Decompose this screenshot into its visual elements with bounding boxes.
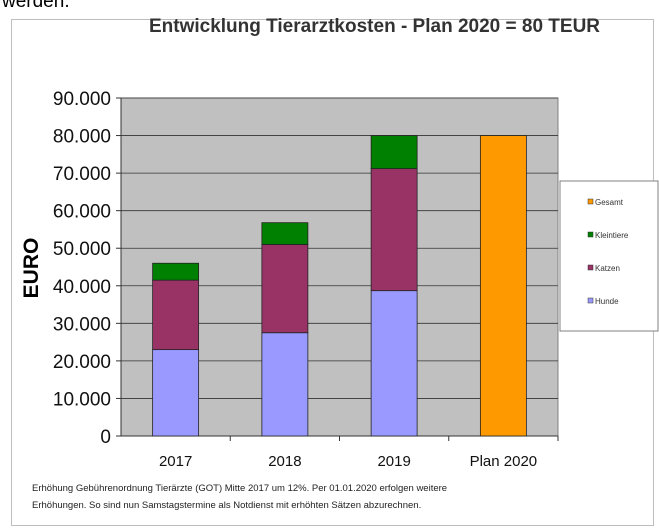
y-tick-label: 10.000 — [53, 389, 111, 410]
bar-segment-kleintiere — [152, 262, 200, 281]
preceding-text-fragment: werden. — [2, 0, 70, 12]
bar-segment-katzen — [261, 244, 309, 334]
x-tick-label: Plan 2020 — [470, 453, 538, 470]
bar-segment-kleintiere — [261, 222, 309, 245]
legend-swatch — [587, 264, 594, 271]
y-tick-label: 90.000 — [53, 89, 111, 110]
chart-footnote: Erhöhung Gebührenordnung Tierärzte (GOT)… — [32, 480, 622, 514]
bar-segment-hunde — [261, 332, 309, 437]
y-tick-label: 80.000 — [53, 127, 111, 148]
x-tick-label: 2018 — [268, 453, 301, 470]
bar-segment-hunde — [370, 290, 418, 437]
y-tick-label: 20.000 — [53, 352, 111, 373]
y-tick-label: 0 — [100, 427, 111, 448]
legend-swatch — [587, 297, 594, 304]
bar-segment-gesamt — [479, 135, 527, 437]
y-tick-label: 30.000 — [53, 314, 111, 335]
bar-segment-katzen — [370, 168, 418, 292]
legend-swatch — [587, 198, 594, 205]
x-tick-label: 2019 — [377, 453, 410, 470]
legend-swatch — [587, 231, 594, 238]
footnote-line-2: Erhöhungen. So sind nun Samstagstermine … — [32, 500, 422, 511]
chart-title: Entwicklung Tierarztkosten - Plan 2020 =… — [148, 16, 601, 37]
legend-label: Katzen — [595, 264, 620, 273]
legend-box — [559, 180, 659, 332]
y-tick-label: 40.000 — [53, 277, 111, 298]
legend-label: Kleintiere — [595, 231, 629, 240]
bar-segment-kleintiere — [370, 135, 418, 170]
y-tick-label: 60.000 — [53, 202, 111, 223]
bar-segment-hunde — [152, 349, 200, 437]
y-axis-label: EURO — [20, 238, 43, 299]
legend-label: Hunde — [595, 297, 619, 306]
bar-segment-katzen — [152, 279, 200, 351]
legend-label: Gesamt — [595, 198, 624, 207]
footnote-line-1: Erhöhung Gebührenordnung Tierärzte (GOT)… — [32, 483, 448, 494]
y-tick-label: 50.000 — [53, 239, 111, 260]
x-tick-label: 2017 — [159, 453, 192, 470]
y-tick-label: 70.000 — [53, 164, 111, 185]
